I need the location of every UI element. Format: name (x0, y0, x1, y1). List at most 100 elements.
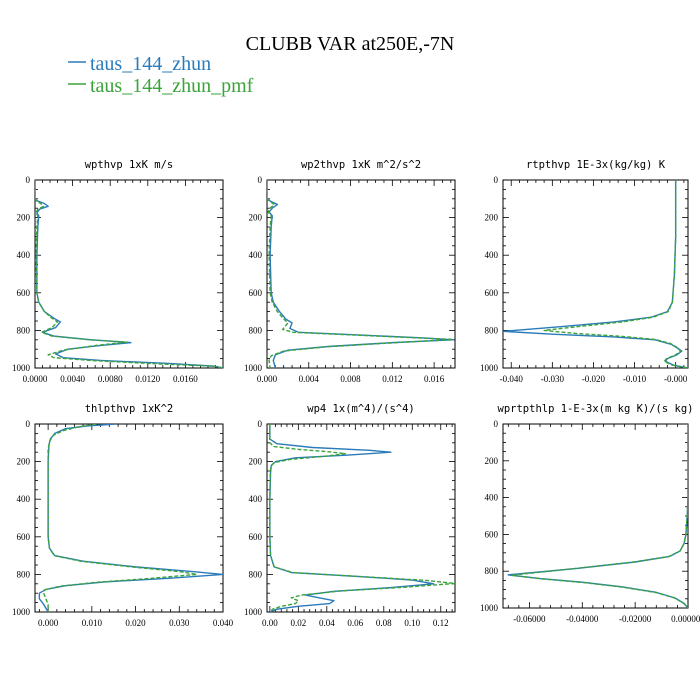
y-tick-label: 200 (17, 457, 31, 467)
series-line-0 (38, 424, 223, 612)
x-tick-label: 0.010 (82, 618, 103, 628)
x-tick-label: -0.04000 (566, 614, 599, 624)
x-tick-label: 0.030 (169, 618, 190, 628)
x-tick-label: 0.0120 (135, 374, 160, 384)
x-tick-label: 0.0000 (23, 374, 48, 384)
panel-title: wp4 1x(m^4)/(s^4) (307, 403, 414, 415)
x-tick-label: 0.04 (319, 618, 335, 628)
y-tick-label: 200 (17, 213, 31, 223)
x-tick-label: 0.012 (382, 374, 402, 384)
plot-frame (34, 423, 224, 613)
x-tick-label: 0.000 (38, 618, 59, 628)
y-tick-label: 800 (17, 569, 31, 579)
y-tick-label: 1000 (480, 363, 499, 373)
y-tick-label: 400 (249, 494, 263, 504)
y-tick-label: 1000 (12, 363, 31, 373)
x-tick-label: -0.06000 (513, 614, 546, 624)
plot-frame (502, 423, 689, 609)
y-tick-label: 0 (258, 419, 263, 429)
figure-title: CLUBB VAR at250E,-7N (246, 33, 455, 55)
legend-label-0: taus_144_zhun (90, 53, 211, 75)
panel-title: wpthvp 1xK m/s (85, 159, 174, 171)
y-tick-label: 800 (249, 569, 263, 579)
x-tick-label: 0.000 (257, 374, 278, 384)
panel-5: wprtpthlp 1-E-3x(m kg K)/(s kg) 0 200 400 60… (480, 403, 700, 624)
y-tick-label: 400 (17, 250, 31, 260)
y-tick-label: 200 (485, 456, 499, 466)
x-tick-label: -0.000 (664, 374, 688, 384)
y-tick-label: 1000 (480, 603, 499, 613)
y-tick-label: 600 (485, 529, 499, 539)
panel-title: rtpthvp 1E-3x(kg/kg) K (526, 159, 666, 171)
x-tick-label: 0.000000 (671, 614, 700, 624)
plot-frame (502, 179, 689, 369)
series-line-1 (43, 424, 198, 612)
y-tick-label: 400 (485, 250, 499, 260)
panel-title: thlpthvp 1xK^2 (85, 403, 174, 415)
series-line-0 (503, 180, 688, 368)
x-tick-label: 0.00 (262, 618, 278, 628)
x-tick-label: 0.08 (376, 618, 392, 628)
x-tick-label: -0.020 (582, 374, 606, 384)
y-tick-label: 800 (485, 325, 499, 335)
x-tick-label: -0.040 (500, 374, 524, 384)
y-tick-label: 0 (26, 175, 31, 185)
y-tick-label: 1000 (12, 607, 31, 617)
panel-3: thlpthvp 1xK^2 0 200 400 600 800 1000 0.000 0.01… (12, 403, 234, 628)
x-tick-label: 0.008 (340, 374, 361, 384)
x-tick-label: 0.0040 (60, 374, 85, 384)
x-tick-label: -0.010 (623, 374, 647, 384)
x-tick-label: 0.06 (347, 618, 363, 628)
y-tick-label: 800 (485, 566, 499, 576)
series-line-1 (510, 424, 688, 608)
x-tick-label: 0.040 (213, 618, 234, 628)
plot-frame (34, 179, 224, 369)
y-tick-label: 800 (17, 325, 31, 335)
y-tick-label: 800 (249, 325, 263, 335)
y-tick-label: 600 (249, 532, 263, 542)
x-tick-label: -0.02000 (619, 614, 652, 624)
y-tick-label: 0 (494, 175, 499, 185)
series-line-0 (35, 180, 223, 368)
y-tick-label: 200 (485, 213, 499, 223)
y-tick-label: 400 (249, 250, 263, 260)
series-line-1 (543, 180, 688, 368)
x-tick-label: 0.0080 (98, 374, 123, 384)
y-tick-label: 200 (249, 457, 263, 467)
y-tick-label: 400 (17, 494, 31, 504)
series-line-1 (35, 180, 223, 368)
legend-label-1: taus_144_zhun_pmf (90, 75, 254, 97)
x-tick-label: 0.016 (424, 374, 445, 384)
legend: taus_144_zhun taus_144_zhun_pmf (68, 53, 254, 97)
plot-frame (266, 179, 456, 369)
panel-2: rtpthvp 1E-3x(kg/kg) K02004006008001000-… (480, 159, 689, 384)
x-tick-label: 0.02 (290, 618, 306, 628)
x-tick-label: 0.0160 (173, 374, 198, 384)
panel-title: wprtpthlp 1-E-3x(m kg K)/(s kg) (498, 403, 694, 415)
y-tick-label: 0 (26, 419, 31, 429)
series-line-0 (269, 424, 435, 612)
y-tick-label: 600 (17, 288, 31, 298)
x-tick-label: -0.030 (541, 374, 565, 384)
y-tick-label: 200 (249, 213, 263, 223)
y-tick-label: 400 (485, 493, 499, 503)
series-line-0 (507, 424, 688, 608)
panel-title: wp2thvp 1xK m^2/s^2 (301, 159, 421, 171)
x-tick-label: 0.10 (404, 618, 420, 628)
y-tick-label: 0 (494, 419, 499, 429)
x-tick-label: 0.12 (433, 618, 449, 628)
y-tick-label: 0 (258, 175, 263, 185)
y-tick-label: 600 (485, 288, 499, 298)
x-tick-label: 0.020 (125, 618, 146, 628)
y-tick-label: 1000 (244, 363, 263, 373)
y-tick-label: 600 (249, 288, 263, 298)
panel-1: wp2thvp 1xK m^2/s^2020040060080010000.00… (244, 159, 456, 384)
series-line-1 (269, 424, 455, 612)
series-line-1 (267, 180, 454, 368)
x-tick-label: 0.004 (299, 374, 320, 384)
series-line-0 (267, 180, 454, 368)
